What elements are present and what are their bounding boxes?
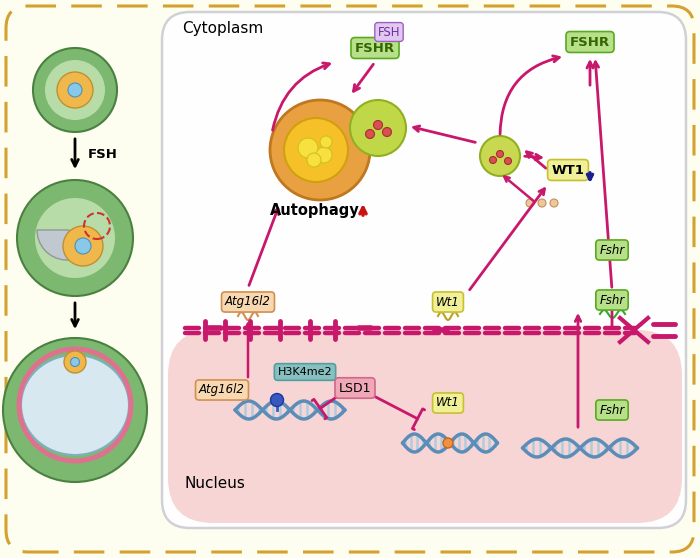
Circle shape bbox=[496, 151, 503, 157]
Text: Fshr: Fshr bbox=[599, 243, 624, 257]
Text: Nucleus: Nucleus bbox=[185, 475, 246, 490]
Circle shape bbox=[374, 121, 382, 129]
Text: FSH: FSH bbox=[88, 147, 118, 161]
Circle shape bbox=[550, 199, 558, 207]
Circle shape bbox=[382, 127, 391, 137]
Circle shape bbox=[75, 238, 91, 254]
Circle shape bbox=[538, 199, 546, 207]
FancyBboxPatch shape bbox=[168, 330, 682, 523]
Ellipse shape bbox=[21, 355, 129, 455]
Circle shape bbox=[64, 351, 86, 373]
Text: FSHR: FSHR bbox=[570, 36, 610, 49]
Circle shape bbox=[284, 118, 348, 182]
Wedge shape bbox=[37, 230, 97, 260]
Circle shape bbox=[320, 136, 332, 148]
Circle shape bbox=[316, 147, 332, 163]
Circle shape bbox=[489, 156, 496, 163]
Circle shape bbox=[480, 136, 520, 176]
Text: FSH: FSH bbox=[378, 26, 400, 39]
Circle shape bbox=[17, 180, 133, 296]
Text: Wt1: Wt1 bbox=[436, 397, 460, 410]
Text: Autophagy: Autophagy bbox=[270, 203, 360, 218]
Circle shape bbox=[365, 129, 375, 138]
Circle shape bbox=[33, 48, 117, 132]
Circle shape bbox=[63, 226, 103, 266]
Text: Atg16l2: Atg16l2 bbox=[199, 383, 245, 397]
Text: FSHR: FSHR bbox=[355, 41, 395, 55]
Circle shape bbox=[526, 199, 534, 207]
Circle shape bbox=[270, 100, 370, 200]
Text: LSD1: LSD1 bbox=[339, 382, 371, 395]
Text: WT1: WT1 bbox=[552, 163, 584, 176]
Text: Fshr: Fshr bbox=[599, 403, 624, 416]
Circle shape bbox=[71, 358, 80, 367]
Text: Wt1: Wt1 bbox=[436, 296, 460, 309]
Circle shape bbox=[270, 393, 284, 406]
Circle shape bbox=[505, 157, 512, 165]
Text: Cytoplasm: Cytoplasm bbox=[182, 21, 263, 36]
Circle shape bbox=[57, 72, 93, 108]
Circle shape bbox=[45, 60, 105, 120]
Circle shape bbox=[3, 338, 147, 482]
Text: Atg16l2: Atg16l2 bbox=[225, 296, 271, 309]
Circle shape bbox=[443, 438, 453, 448]
Circle shape bbox=[307, 153, 321, 167]
FancyBboxPatch shape bbox=[162, 12, 686, 528]
Circle shape bbox=[350, 100, 406, 156]
Circle shape bbox=[35, 198, 115, 278]
Text: Fshr: Fshr bbox=[599, 294, 624, 306]
Text: H3K4me2: H3K4me2 bbox=[278, 367, 332, 377]
Circle shape bbox=[68, 83, 82, 97]
Circle shape bbox=[298, 138, 318, 158]
